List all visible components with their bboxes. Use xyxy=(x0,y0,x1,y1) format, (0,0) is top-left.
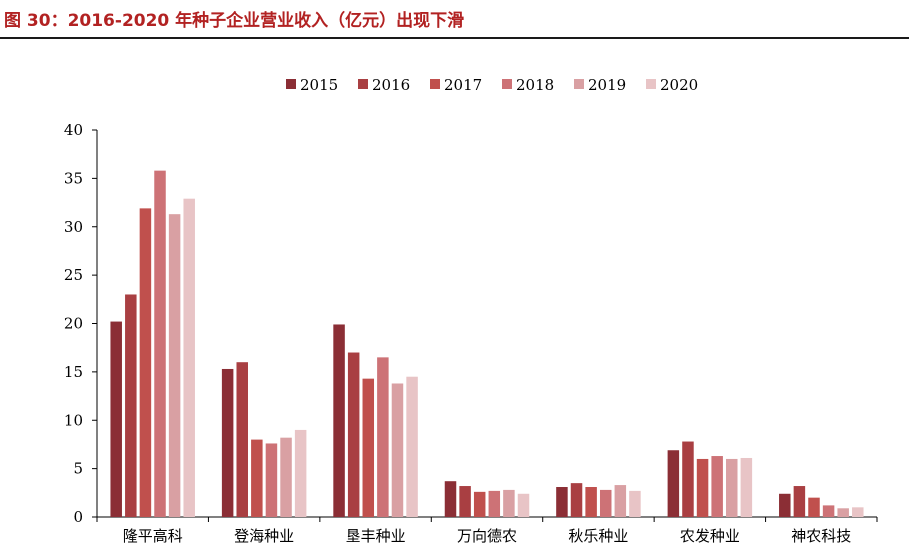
bar-group xyxy=(444,481,530,517)
legend-swatch xyxy=(574,79,584,89)
bar xyxy=(488,490,501,517)
bar xyxy=(333,324,345,517)
y-tick-label: 5 xyxy=(73,460,83,478)
bar-group xyxy=(333,324,418,517)
bar-group xyxy=(779,486,864,517)
legend-item: 2019 xyxy=(574,76,626,94)
legend-item: 2017 xyxy=(430,76,482,94)
bar xyxy=(444,481,457,517)
legend-swatch xyxy=(646,79,656,89)
y-tick-label: 40 xyxy=(64,121,83,139)
x-category-label: 隆平高科 xyxy=(123,527,183,545)
title-rule xyxy=(0,37,909,39)
figure-header: 图 30：2016-2020 年种子企业营业收入（亿元）出现下滑 xyxy=(0,0,909,40)
bar xyxy=(711,456,723,517)
y-tick-label: 10 xyxy=(64,411,83,429)
x-category-label: 登海种业 xyxy=(234,527,294,545)
x-category-label: 垦丰种业 xyxy=(346,527,406,545)
x-category-label: 万向德农 xyxy=(457,527,517,545)
bar xyxy=(556,487,568,517)
bar xyxy=(265,443,278,517)
x-category-label: 秋乐种业 xyxy=(568,527,628,545)
y-tick-label: 20 xyxy=(64,315,83,333)
legend-swatch xyxy=(430,79,440,89)
bar xyxy=(585,487,597,517)
bar xyxy=(280,437,292,517)
y-tick-label: 0 xyxy=(73,508,83,526)
y-tick-label: 15 xyxy=(64,363,83,381)
bar xyxy=(726,458,738,517)
bar xyxy=(852,507,864,517)
legend-item: 2020 xyxy=(646,76,698,94)
bar xyxy=(236,362,248,517)
bar xyxy=(125,294,137,517)
bar xyxy=(183,198,195,517)
legend-item: 2016 xyxy=(358,76,410,94)
bar xyxy=(221,368,234,517)
bar xyxy=(168,214,181,518)
bar xyxy=(808,497,820,517)
legend-swatch xyxy=(502,79,512,89)
y-tick-label: 35 xyxy=(64,169,83,187)
bars xyxy=(110,170,864,518)
legend-item: 2018 xyxy=(502,76,554,94)
bar xyxy=(473,491,486,517)
legend-item: 2015 xyxy=(286,76,338,94)
bar xyxy=(362,378,375,517)
bar xyxy=(503,489,515,517)
bar xyxy=(251,439,263,517)
bar xyxy=(377,357,389,517)
legend-label: 2020 xyxy=(660,76,698,94)
x-category-label: 农发种业 xyxy=(680,527,740,545)
bar xyxy=(294,429,307,517)
x-category-label: 神农科技 xyxy=(791,527,851,545)
bar xyxy=(406,376,418,517)
x-axis: 隆平高科 登海种业 垦丰种业 万向德农 秋乐种业 农发种业 神农科技 xyxy=(96,516,878,545)
bar xyxy=(110,321,122,517)
bar xyxy=(667,450,680,517)
bar xyxy=(459,486,471,517)
bar xyxy=(682,441,694,517)
bar xyxy=(740,457,753,517)
bar xyxy=(629,490,641,517)
legend-label: 2016 xyxy=(372,76,410,94)
y-axis: 0 5 10 15 20 25 30 35 40 xyxy=(64,121,98,526)
bar xyxy=(779,493,791,517)
bar xyxy=(154,170,166,517)
bar xyxy=(391,383,404,517)
y-tick-label: 30 xyxy=(64,218,83,236)
bar xyxy=(347,352,360,517)
legend-swatch xyxy=(358,79,368,89)
legend-label: 2018 xyxy=(516,76,554,94)
legend-label: 2017 xyxy=(444,76,482,94)
bar xyxy=(570,483,583,517)
y-tick-label: 25 xyxy=(64,266,83,284)
figure-title: 图 30：2016-2020 年种子企业营业收入（亿元）出现下滑 xyxy=(4,11,465,31)
legend-label: 2015 xyxy=(300,76,338,94)
bar xyxy=(139,208,152,517)
bar xyxy=(837,508,849,517)
legend-label: 2019 xyxy=(588,76,626,94)
bar-group xyxy=(221,362,307,517)
bar xyxy=(517,493,530,517)
bar-group xyxy=(667,441,753,517)
bar xyxy=(599,489,612,517)
bar-group xyxy=(556,483,641,517)
bar xyxy=(614,485,627,517)
legend: 2015 2016 2017 2018 2019 2020 xyxy=(286,76,698,94)
bar xyxy=(822,505,835,517)
legend-swatch xyxy=(286,79,296,89)
bar xyxy=(696,458,709,517)
bar xyxy=(793,486,806,517)
bar-group xyxy=(110,170,195,518)
